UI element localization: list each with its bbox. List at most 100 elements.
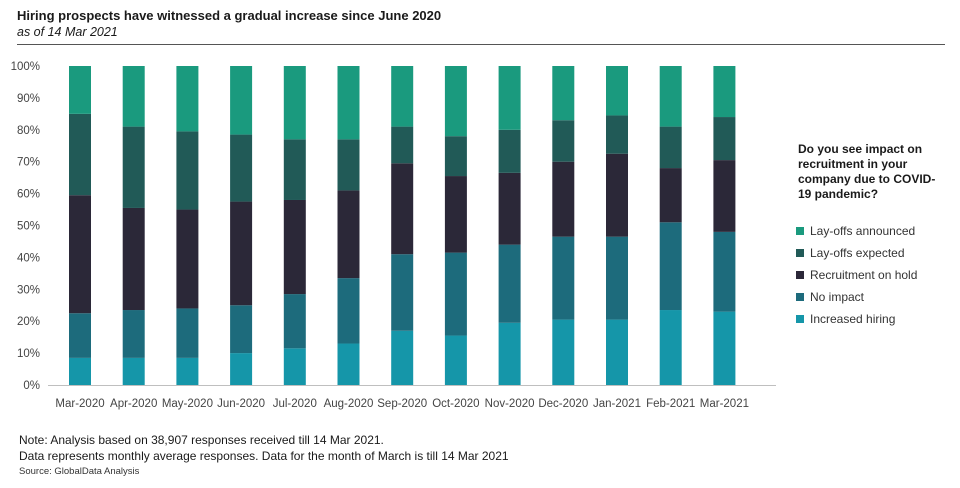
legend-label: No impact <box>810 290 865 304</box>
footnote: Note: Analysis based on 38,907 responses… <box>19 432 509 464</box>
bar-segment <box>337 139 360 191</box>
stacked-bar-chart: 0% 10% 20% 30% 40% 50% 60% 70% 80% 90% 100% Mar-202… <box>11 61 776 410</box>
bar-segment <box>713 311 736 385</box>
legend-item: Lay-offs expected <box>796 242 917 264</box>
bar-segment <box>552 236 575 320</box>
x-tick-label: Jan-2021 <box>593 398 641 410</box>
x-tick-label: Sep-2020 <box>377 398 427 410</box>
legend-item: Lay-offs announced <box>796 220 917 242</box>
legend-label: Recruitment on hold <box>810 268 918 282</box>
bar-segment <box>230 353 253 385</box>
bar-segment <box>606 153 628 237</box>
bar-segment <box>713 66 736 118</box>
x-tick-label: Apr-2020 <box>110 398 157 410</box>
legend-swatch <box>796 293 804 301</box>
bar-segment <box>444 136 467 177</box>
bar-segment <box>552 161 575 237</box>
legend-label: Lay-offs expected <box>810 246 905 260</box>
bar-segment <box>444 176 467 253</box>
x-tick-label: Dec-2020 <box>538 398 588 410</box>
bar-segment <box>659 168 682 223</box>
legend-label: Increased hiring <box>810 312 896 326</box>
source-note: Source: GlobalData Analysis <box>19 466 140 477</box>
bar-segment <box>122 207 145 311</box>
bar-segment <box>283 139 306 200</box>
bar-segment <box>606 66 628 116</box>
bar-segment <box>122 66 145 127</box>
y-tick-label: 90% <box>17 93 40 105</box>
x-tick-label: Aug-2020 <box>324 398 374 410</box>
legend-swatch <box>796 227 804 235</box>
bar-segment <box>391 66 414 127</box>
legend-item: Increased hiring <box>796 308 917 330</box>
x-tick-label: Feb-2021 <box>646 398 695 410</box>
bar-segment <box>69 113 91 196</box>
bar-segment <box>659 126 682 169</box>
legend-item: Recruitment on hold <box>796 264 917 286</box>
chart-title: Hiring prospects have witnessed a gradua… <box>17 8 442 23</box>
y-tick-label: 0% <box>23 380 40 392</box>
bar-segment <box>122 310 145 358</box>
bar-segment <box>283 66 306 140</box>
x-tick-label: Nov-2020 <box>485 398 535 410</box>
legend-item: No impact <box>796 286 917 308</box>
bar-segment <box>498 66 521 130</box>
bar-segment <box>659 222 682 311</box>
legend-label: Lay-offs announced <box>810 224 916 238</box>
bar-segment <box>444 335 467 385</box>
bar-segment <box>391 163 414 255</box>
bar-segment <box>552 120 575 162</box>
y-tick-label: 100% <box>11 61 40 73</box>
bar-segment <box>337 66 360 140</box>
bar-segment <box>337 190 360 279</box>
x-tick-label: Mar-2021 <box>700 398 749 410</box>
note-line-1: Note: Analysis based on 38,907 responses… <box>19 433 384 447</box>
bar-segment <box>230 66 253 135</box>
bar-segment <box>283 294 306 349</box>
y-tick-label: 60% <box>17 189 40 201</box>
bar-segment <box>498 172 521 245</box>
bar-segment <box>552 319 575 385</box>
bar-segment <box>122 357 145 385</box>
x-tick-label: Mar-2020 <box>55 398 104 410</box>
title-divider <box>17 44 945 45</box>
bar-segment <box>176 308 199 358</box>
bar-segment <box>606 319 628 385</box>
bar-segment <box>713 117 736 161</box>
y-tick-label: 10% <box>17 348 40 360</box>
y-tick-label: 80% <box>17 125 40 137</box>
y-tick-label: 70% <box>17 157 40 169</box>
bar-segment <box>713 160 736 232</box>
y-tick-label: 20% <box>17 316 40 328</box>
y-tick-label: 30% <box>17 284 40 296</box>
bar-segment <box>337 278 360 344</box>
bar-segment <box>337 343 360 385</box>
legend: Lay-offs announced Lay-offs expected Recru… <box>796 220 917 330</box>
bar-segment <box>230 305 253 354</box>
legend-swatch <box>796 249 804 257</box>
legend-title: Do you see impact on recruitment in your… <box>798 142 936 201</box>
bar-segment <box>176 209 199 309</box>
bar-segment <box>283 348 306 385</box>
bar-segment <box>391 330 414 385</box>
bar-segment <box>659 66 682 127</box>
bar-segment <box>69 66 91 114</box>
x-tick-label: Jun-2020 <box>217 398 265 410</box>
bar-segment <box>606 236 628 320</box>
bar-segment <box>176 66 199 132</box>
bar-segment <box>230 134 253 202</box>
bar-segment <box>176 131 199 210</box>
bar-segment <box>606 115 628 154</box>
bar-segment <box>498 322 521 385</box>
note-line-2: Data represents monthly average response… <box>19 449 509 463</box>
bar-segment <box>498 129 521 173</box>
bar-segment <box>69 313 91 358</box>
legend-swatch <box>796 271 804 279</box>
bar-segment <box>552 66 575 121</box>
bar-segment <box>122 126 145 208</box>
bar-segment <box>176 357 199 385</box>
bar-segment <box>498 244 521 323</box>
y-tick-label: 50% <box>17 221 40 233</box>
chart-subtitle: as of 14 Mar 2021 <box>17 25 118 39</box>
bar-segment <box>283 199 306 295</box>
